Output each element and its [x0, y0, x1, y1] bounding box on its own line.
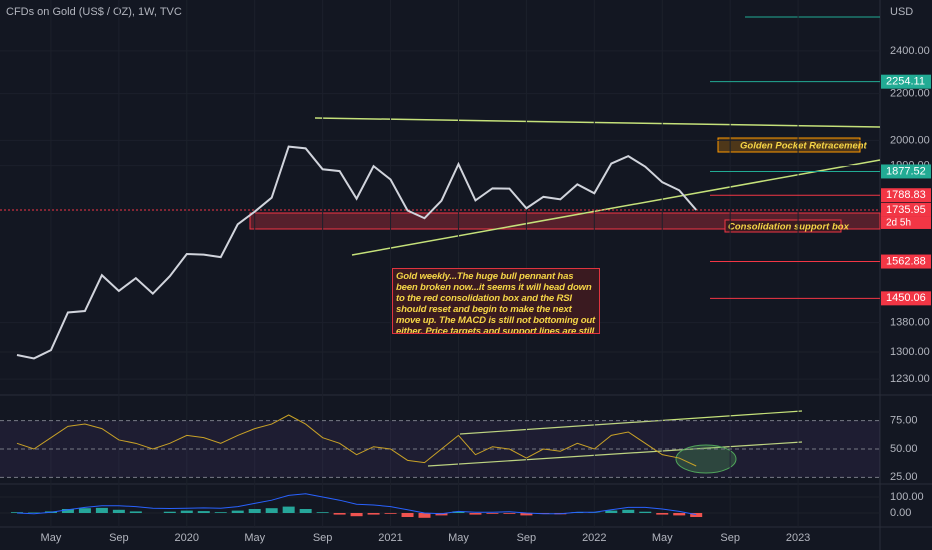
histogram-bar: [350, 513, 363, 517]
x-tick-label: May: [448, 532, 469, 544]
y-tick-label: 1380.00: [890, 317, 930, 329]
histogram-bar: [129, 511, 142, 513]
histogram-bar: [61, 509, 74, 513]
histogram-bar: [639, 511, 652, 513]
x-tick-label: 2021: [378, 532, 402, 544]
level-label-box: [881, 202, 931, 217]
histogram-bar: [605, 510, 618, 513]
rsi-band: [0, 420, 880, 478]
histogram-bar: [656, 513, 669, 515]
histogram-bar: [452, 511, 465, 513]
pennant-lower: [351, 159, 881, 256]
series-line: [16, 145, 697, 360]
y-tick-label: 50.00: [890, 443, 918, 455]
histogram-bar: [197, 511, 210, 513]
macd-line: [16, 493, 697, 516]
countdown: 2d 5h: [886, 218, 911, 229]
histogram-bar: [401, 513, 414, 517]
rsi-trendline: [427, 441, 803, 467]
histogram-bar: [214, 512, 227, 513]
histogram-bar: [10, 512, 23, 513]
x-tick-label: May: [652, 532, 673, 544]
histogram-bar: [112, 509, 125, 513]
x-tick-label: Sep: [517, 532, 537, 544]
y-tick-label: 2000.00: [890, 134, 930, 146]
y-tick-label: 0.00: [890, 507, 911, 519]
rsi-highlight: [675, 444, 737, 474]
histogram-bar: [384, 513, 397, 514]
histogram-bar: [333, 513, 346, 515]
x-tick-label: May: [41, 532, 62, 544]
y-tick-label: 25.00: [890, 471, 918, 483]
level-label: 1562.88: [886, 255, 926, 267]
level-label: 1788.83: [886, 189, 926, 201]
x-tick-label: 2022: [582, 532, 606, 544]
histogram-bar: [520, 513, 533, 516]
series-line: [16, 414, 697, 467]
currency: USD: [890, 6, 913, 18]
level-label-box: [881, 188, 931, 203]
golden-pocket-box: [717, 137, 861, 153]
consolidation-box: [249, 212, 881, 230]
annotation: Golden Pocket Retracement: [740, 141, 868, 152]
histogram-bar: [622, 509, 635, 513]
histogram-bar: [367, 513, 380, 515]
level-label: 1877.52: [886, 165, 926, 177]
pennant-upper: [314, 117, 881, 128]
chart-title: CFDs on Gold (US$ / OZ), 1W, TVC: [6, 6, 182, 18]
histogram-bar: [282, 506, 295, 513]
histogram-bar: [299, 509, 312, 513]
annotation: Consolidation support box: [728, 222, 850, 233]
x-tick-label: May: [244, 532, 265, 544]
y-tick-label: 2200.00: [890, 88, 930, 100]
histogram-bar: [95, 507, 108, 513]
histogram-bar: [78, 508, 91, 513]
y-tick-label: 100.00: [890, 491, 924, 503]
histogram-bar: [248, 509, 261, 513]
x-tick-label: Sep: [313, 532, 333, 544]
histogram-bar: [690, 513, 703, 517]
countdown-box: [881, 216, 931, 229]
level-label-box: [881, 291, 931, 306]
histogram-bar: [469, 513, 482, 515]
level-label: 2254.11: [886, 76, 925, 88]
histogram-bar: [163, 511, 176, 513]
histogram-bar: [486, 513, 499, 514]
y-tick-label: 1300.00: [890, 346, 930, 358]
rsi-trendline: [459, 410, 803, 435]
histogram-bar: [180, 510, 193, 513]
level-label-box: [881, 74, 931, 89]
x-tick-label: Sep: [109, 532, 129, 544]
histogram-bar: [673, 513, 686, 516]
y-tick-label: 1230.00: [890, 373, 930, 385]
annotation-note: Gold weekly...The huge bull pennant has …: [392, 268, 600, 334]
x-tick-label: 2020: [175, 532, 199, 544]
x-tick-label: 2023: [786, 532, 810, 544]
level-label-box: [881, 164, 931, 179]
histogram-bar: [265, 508, 278, 513]
x-tick-label: Sep: [720, 532, 740, 544]
level-label: 1735.95: [886, 204, 926, 216]
histogram-bar: [316, 512, 329, 513]
y-tick-label: 75.00: [890, 415, 918, 427]
histogram-bar: [231, 510, 244, 513]
histogram-bar: [503, 513, 516, 514]
y-tick-label: 2400.00: [890, 45, 930, 57]
histogram-bar: [418, 513, 431, 518]
level-label: 1450.06: [886, 292, 926, 304]
annotation-box: [724, 219, 842, 233]
level-label-box: [881, 254, 931, 269]
